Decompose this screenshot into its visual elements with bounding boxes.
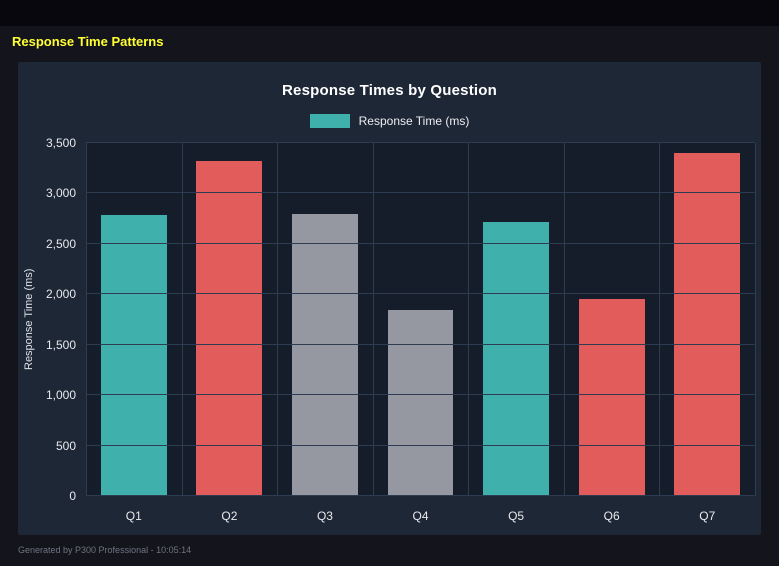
legend-swatch (309, 114, 350, 128)
v-gridline (563, 143, 565, 496)
h-gridline (86, 192, 755, 194)
v-gridline (86, 143, 87, 496)
y-tick-label: 1,000 (45, 388, 76, 403)
x-tick-label-q1: Q1 (125, 509, 142, 523)
bar-column-q7 (659, 143, 755, 496)
x-tick-label-q5: Q5 (508, 509, 525, 523)
v-gridline (277, 143, 279, 496)
x-axis-ticks: Q1 Q2 Q3 Q4 Q5 Q6 Q7 (86, 504, 755, 528)
bar-column-q4 (373, 143, 469, 496)
legend-label: Response Time (ms) (358, 114, 470, 128)
h-gridline (86, 394, 755, 396)
chart-title: Response Times by Question (282, 82, 497, 99)
bar-column-q2 (182, 143, 278, 496)
chart-legend[interactable]: Response Time (ms) (18, 114, 761, 128)
bar-q4 (387, 310, 454, 496)
bar-column-q3 (277, 143, 373, 496)
y-tick-label: 2,000 (45, 287, 76, 302)
bar-column-q1 (86, 143, 182, 496)
bar-column-q6 (564, 143, 660, 496)
bar-q1 (100, 214, 167, 496)
x-tick-label-q3: Q3 (316, 509, 333, 523)
x-tick-label-q4: Q4 (412, 509, 429, 523)
bar-series (86, 143, 755, 496)
y-tick-label: 3,000 (45, 186, 76, 201)
bar-q5 (483, 221, 550, 496)
h-gridline (86, 293, 755, 295)
v-gridline (181, 143, 183, 496)
v-gridline (755, 143, 756, 496)
plot-area (86, 142, 756, 496)
h-gridline (86, 444, 755, 446)
y-tick-label: 1,500 (45, 337, 76, 352)
h-gridline (86, 495, 755, 496)
y-tick-label: 0 (69, 489, 76, 503)
h-gridline (86, 242, 755, 244)
page-title: Response Time Patterns (12, 34, 164, 49)
x-tick-label-q2: Q2 (221, 509, 238, 523)
y-tick-label: 500 (55, 438, 76, 453)
bar-q2 (196, 161, 263, 496)
y-axis-ticks: 0 500 1,000 1,500 2,000 2,500 3,000 3,500 (34, 136, 82, 503)
footer-note: Generated by P300 Professional - 10:05:1… (18, 545, 192, 555)
bar-q3 (291, 213, 358, 496)
x-tick-label-q7: Q7 (699, 509, 716, 523)
v-gridline (659, 143, 661, 496)
x-tick-label-q6: Q6 (603, 509, 620, 523)
chart-panel: Response Times by Question Response Time… (18, 62, 761, 535)
y-tick-label: 3,500 (45, 136, 76, 150)
bar-column-q5 (468, 143, 564, 496)
h-gridline (86, 142, 755, 143)
top-bar (0, 0, 779, 26)
y-tick-label: 2,500 (45, 236, 76, 251)
bar-q7 (674, 153, 741, 496)
v-gridline (372, 143, 374, 496)
bar-q6 (578, 299, 645, 496)
h-gridline (86, 343, 755, 345)
v-gridline (468, 143, 470, 496)
